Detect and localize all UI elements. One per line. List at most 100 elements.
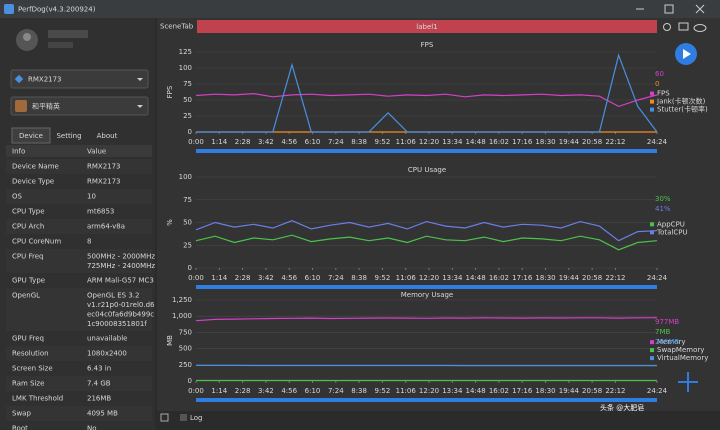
info-value: 6.43 in [87,365,111,373]
x-tick-label: 17:16 [512,138,533,146]
x-tick-label: 22:12 [605,274,625,282]
x-tick-label: 16:02 [489,274,509,282]
current-value: 977MB [655,318,679,326]
expand-icon[interactable] [160,413,169,422]
info-value: ec04c0fa6d9b499c [87,311,154,319]
tab[interactable]: About [97,132,118,140]
x-tick-label: 14:48 [466,387,486,395]
legend-swatch [650,91,654,96]
label[interactable]: label1 [416,23,437,31]
x-tick-label: 24:24 [647,138,668,146]
legend-swatch [650,107,654,112]
current-value: 238MB [655,338,679,346]
tab[interactable]: Device [19,132,43,140]
legend-swatch [650,222,654,227]
device-select[interactable] [10,69,149,89]
info-key: Root [12,425,28,430]
x-tick-label: 2:28 [235,387,251,395]
y-tick-label: 25 [183,241,192,249]
table-row [6,219,152,234]
info-key: OpenGL [12,292,40,300]
folder-icon[interactable] [678,22,689,31]
x-tick-label: 20:58 [582,387,602,395]
info-key: CPU Arch [12,223,44,231]
table-row [6,361,152,376]
title-bar [0,0,720,18]
info-key: Screen Size [12,365,53,373]
series-line [196,53,658,133]
x-tick-label: 18:30 [535,274,555,282]
x-tick-label: 19:44 [559,387,580,395]
series-line [195,220,658,242]
window-title: PerfDog(v4.3.200924) [18,6,96,14]
tab-active[interactable] [11,127,51,144]
tab[interactable]: Setting [56,132,81,140]
legend-label: SwapMemory [657,346,704,354]
x-tick-label: 0:00 [188,387,204,395]
y-axis-label: FPS [166,85,174,98]
y-tick-label: 25 [183,112,192,120]
legend-swatch [650,356,654,361]
legend-label: VirtualMemory [657,354,708,362]
current-value: 7MB [655,328,670,336]
info-value: OpenGL ES 3.2 [87,292,139,300]
chart-title: FPS [421,41,434,49]
info-value: 7.4 GB [87,380,111,388]
current-value: 30% [655,195,671,203]
y-tick-label: 1,250 [172,296,192,304]
add-button[interactable] [678,372,698,392]
table-row [6,421,152,430]
x-tick-label: 1:14 [211,138,227,146]
x-tick-label: 0:00 [188,138,204,146]
legend-swatch [650,230,654,235]
legend-swatch [650,348,654,353]
label-bar [197,20,657,33]
maximize[interactable] [664,4,674,14]
x-tick-label: 6:10 [305,387,321,395]
y-tick-label: 50 [183,219,192,227]
x-tick-label: 24:24 [647,274,668,282]
location-icon[interactable] [663,23,671,31]
cloud-icon[interactable] [693,24,707,32]
x-tick-label: 24:24 [647,387,668,395]
info-table: Device Name RMX2173 Device Type RMX2173 OS 10… [6,159,155,430]
x-tick-label: 13:34 [442,274,463,282]
log-label[interactable]: Log [190,414,203,422]
y-axis-label: % [166,219,174,226]
info-key: LMK Threshold [12,395,63,403]
y-tick-label: 750 [179,328,192,336]
y-tick-label: 250 [179,361,192,369]
app-name: 和平精英 [32,102,60,111]
x-tick-label: 16:02 [489,138,509,146]
charts: FPS FPS 0 25 50 75 100 125 0:00 1:14 2:28 3:42 4:56 6… [166,41,708,402]
info-value: 216MB [87,395,111,403]
app-icon [4,4,14,14]
table-header-cell: Value [87,148,106,156]
info-value: 1080x2400 [87,350,127,358]
app-select[interactable] [10,96,149,116]
info-key: Device Type [12,178,54,186]
y-tick-label: 500 [179,345,192,353]
x-tick-label: 12:20 [419,274,439,282]
current-value: 60 [655,70,664,78]
x-tick-label: 17:16 [512,387,533,395]
info-key: Ram Size [12,380,44,388]
x-tick-label: 0:00 [188,274,204,282]
info-key: CPU Freq [12,253,43,261]
x-tick-label: 11:06 [396,274,417,282]
app-icon [15,100,27,112]
info-value: v1.r21p0-01rel0.d6 [87,301,155,309]
x-tick-label: 19:44 [559,138,580,146]
username-blur [48,42,73,48]
close[interactable] [695,4,705,14]
table-row [6,189,152,204]
x-tick-label: 19:44 [559,274,580,282]
y-tick-label: 100 [179,173,192,181]
info-value: ARM Mali-G57 MC3 [87,277,154,285]
x-tick-label: 18:30 [535,138,555,146]
info-value: 725MHz - 2400MHz [87,262,155,270]
info-key: GPU Freq [12,335,44,343]
y-tick-label: 0 [188,264,192,272]
x-tick-label: 8:38 [351,274,367,282]
